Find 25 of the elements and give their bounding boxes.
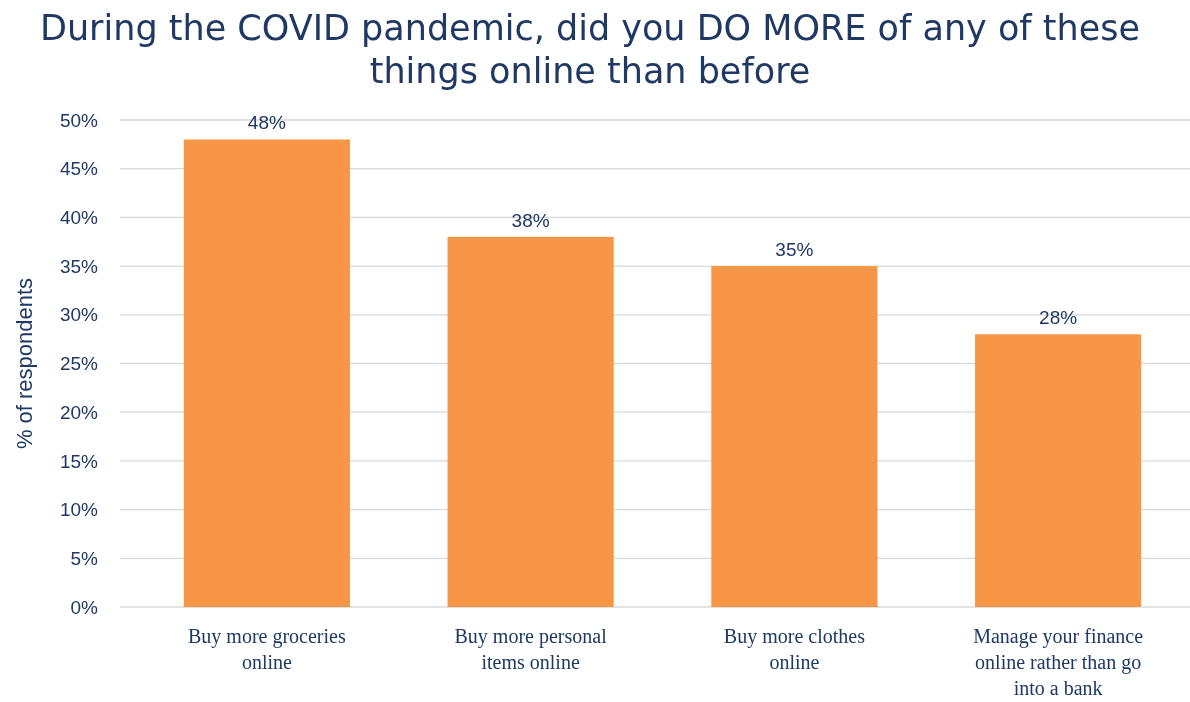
data-label: 38%	[511, 209, 550, 231]
y-tick-label: 5%	[70, 547, 99, 569]
y-tick-label: 45%	[59, 158, 99, 180]
bar	[183, 139, 350, 607]
chart-title: During the COVID pandemic, did you DO MORE of any of these things online than before	[39, 8, 1141, 91]
data-label: 28%	[1039, 307, 1078, 329]
x-tick-label: Manage your finance online rather than go into a bank	[973, 625, 1144, 699]
y-tick-label: 10%	[59, 499, 99, 521]
bar	[975, 334, 1142, 607]
data-label: 35%	[775, 239, 814, 261]
y-tick-label: 0%	[70, 596, 99, 618]
data-label: 48%	[247, 112, 286, 134]
y-tick-label: 15%	[59, 450, 99, 472]
y-tick-label: 25%	[59, 353, 99, 375]
y-tick-label: 20%	[59, 401, 99, 423]
x-tick-label: Buy more groceries online	[188, 625, 346, 673]
bar	[447, 236, 614, 607]
y-tick-label: 50%	[59, 109, 99, 131]
x-tick-label: Buy more personal items online	[454, 625, 608, 673]
y-tick-label: 30%	[59, 304, 99, 326]
x-tick-label: Buy more clothes online	[723, 625, 866, 673]
bar	[711, 266, 878, 607]
y-axis-title: % of respondents	[12, 277, 37, 450]
y-tick-label: 35%	[59, 255, 99, 277]
y-tick-label: 40%	[59, 207, 99, 229]
